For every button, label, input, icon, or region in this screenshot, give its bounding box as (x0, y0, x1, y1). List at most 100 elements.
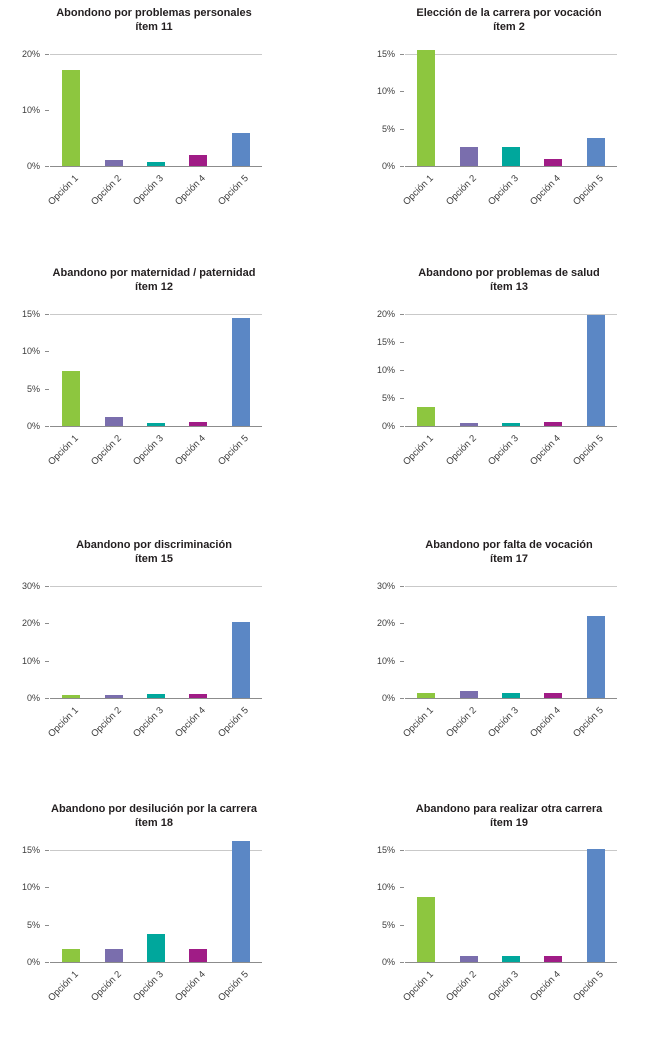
plot-area (45, 837, 262, 963)
x-tick-label: Opción 5 (159, 705, 251, 740)
x-axis-line (50, 698, 262, 699)
chart-title: Abandono por maternidad / paternidad (52, 267, 256, 279)
x-tick-label-text: Opción 5 (570, 433, 606, 468)
y-tick-label: 10% (21, 882, 40, 893)
x-axis-line (405, 698, 617, 699)
plot-area (400, 837, 617, 963)
y-tick-label: 10% (376, 365, 395, 375)
bar-opcion-2 (104, 160, 123, 166)
bar-opcion-5 (586, 314, 605, 426)
x-tick-label-text: Opción 5 (570, 969, 606, 1004)
bar-opcion-1 (62, 69, 81, 166)
plot-area (45, 573, 262, 699)
bar-opcion-3 (147, 423, 165, 426)
y-tick-label: 0% (26, 161, 40, 171)
y-tick-mark (45, 110, 49, 111)
chart-title-block: Abandono por maternidad / paternidad íte… (4, 266, 304, 294)
chart-subtitle: ítem 12 (135, 281, 173, 293)
chart-title-block: Abandono por discriminación ítem 15 (4, 538, 304, 566)
y-tick-label: 20% (21, 49, 40, 59)
y-tick-mark (400, 398, 404, 399)
y-tick-mark (400, 314, 404, 315)
y-tick-mark (400, 342, 404, 343)
bar-opcion-5 (231, 132, 250, 166)
y-axis: 0% 10% 20% 30% (359, 573, 399, 703)
bar-opcion-4 (189, 694, 208, 698)
y-tick-label: 5% (381, 919, 395, 930)
chart-title: Abandono por discriminación (76, 539, 232, 551)
y-tick-label: 5% (26, 383, 40, 394)
bar-opcion-2 (459, 422, 478, 426)
bar-chart: Abandono por desilución por la carrera í… (0, 796, 325, 1042)
chart-subtitle: ítem 2 (493, 21, 525, 33)
chart-title-block: Abandono por desilución por la carrera í… (4, 802, 304, 830)
bar-opcion-2 (459, 690, 478, 698)
top-gridline (405, 314, 617, 315)
y-axis: 0% 5% 10% 15% (359, 41, 399, 171)
x-axis-line (405, 166, 617, 167)
y-tick-mark (400, 586, 404, 587)
x-axis: Opción 1 Opción 2 Opción 3 Opción 4 Opción 5 (46, 427, 262, 493)
chart-title-block: Abondono por problemas personales ítem 1… (4, 6, 304, 34)
x-tick-label: Opción 5 (159, 433, 251, 468)
y-tick-mark (45, 850, 49, 851)
y-tick-mark (45, 166, 49, 167)
x-axis-line (50, 426, 262, 427)
x-axis-line (50, 166, 262, 167)
bar-opcion-1 (62, 695, 81, 698)
y-axis: 0% 5% 10% 15% (359, 837, 399, 967)
bar-chart: Abandono para realizar otra carrera ítem… (325, 796, 650, 1042)
bar-opcion-4 (544, 956, 563, 962)
chart-title-block: Abandono por problemas de salud ítem 13 (359, 266, 650, 294)
chart-body: 0% 5% 10% 15% Opción 1 Opción 2 Opción 3 Opció… (4, 301, 325, 497)
y-tick-label: 15% (376, 845, 395, 855)
y-tick-label: 10% (376, 655, 395, 666)
chart-body: 0% 5% 10% 15% Opción 1 Opción 2 Opción 3 Opció… (359, 41, 650, 237)
y-tick-label: 0% (381, 957, 395, 967)
bar-opcion-3 (502, 956, 520, 962)
y-tick-label: 15% (21, 309, 40, 319)
x-axis: Opción 1 Opción 2 Opción 3 Opción 4 Opción 5 (46, 963, 262, 1029)
bar-chart: Abandono por falta de vocación ítem 17 0… (325, 532, 650, 796)
x-axis: Opción 1 Opción 2 Opción 3 Opción 4 Opción 5 (46, 699, 262, 765)
plot-area (400, 301, 617, 427)
y-axis: 0% 5% 10% 15% (4, 837, 44, 967)
bar-chart: Abandono por discriminación ítem 15 0% 10… (0, 532, 325, 796)
chart-title: Abandono por problemas de salud (418, 267, 600, 279)
chart-title-block: Abandono para realizar otra carrera ítem… (359, 802, 650, 830)
top-gridline (405, 586, 617, 587)
y-tick-label: 20% (376, 309, 395, 319)
x-tick-label-text: Opción 5 (570, 705, 606, 740)
y-tick-mark (400, 370, 404, 371)
x-axis-line (50, 962, 262, 963)
bar-opcion-4 (544, 422, 563, 426)
bar-opcion-4 (544, 158, 563, 166)
chart-title-block: Abandono por falta de vocación ítem 17 (359, 538, 650, 566)
chart-body: 0% 5% 10% 15% Opción 1 Opción 2 Opción 3 Opció… (359, 837, 650, 1033)
top-gridline (405, 850, 617, 851)
bar-opcion-1 (62, 948, 81, 962)
x-tick-label: Opción 5 (514, 705, 606, 740)
y-tick-label: 5% (381, 393, 395, 403)
x-axis: Opción 1 Opción 2 Opción 3 Opción 4 Opción 5 (401, 427, 617, 493)
x-axis: Opción 1 Opción 2 Opción 3 Opción 4 Opción 5 (46, 167, 262, 233)
bar-opcion-3 (502, 422, 520, 426)
plot-area (400, 573, 617, 699)
y-tick-mark (400, 698, 404, 699)
top-gridline (405, 54, 617, 55)
y-tick-mark (400, 54, 404, 55)
y-tick-label: 15% (376, 337, 395, 347)
y-tick-mark (45, 623, 49, 625)
y-tick-mark (45, 660, 49, 662)
y-tick-mark (400, 128, 404, 130)
bar-chart: Abondono por problemas personales ítem 1… (0, 0, 325, 260)
plot-area (400, 41, 617, 167)
y-tick-mark (45, 388, 49, 390)
y-tick-label: 0% (381, 161, 395, 171)
chart-body: 0% 5% 10% 15% 20% Opción 1 Opción 2 Opción 3 Op… (359, 301, 650, 497)
y-axis: 0% 5% 10% 15% (4, 301, 44, 431)
bar-chart: Elección de la carrera por vocación ítem… (325, 0, 650, 260)
bar-opcion-4 (544, 693, 563, 698)
y-tick-mark (45, 887, 49, 889)
y-tick-mark (400, 426, 404, 427)
